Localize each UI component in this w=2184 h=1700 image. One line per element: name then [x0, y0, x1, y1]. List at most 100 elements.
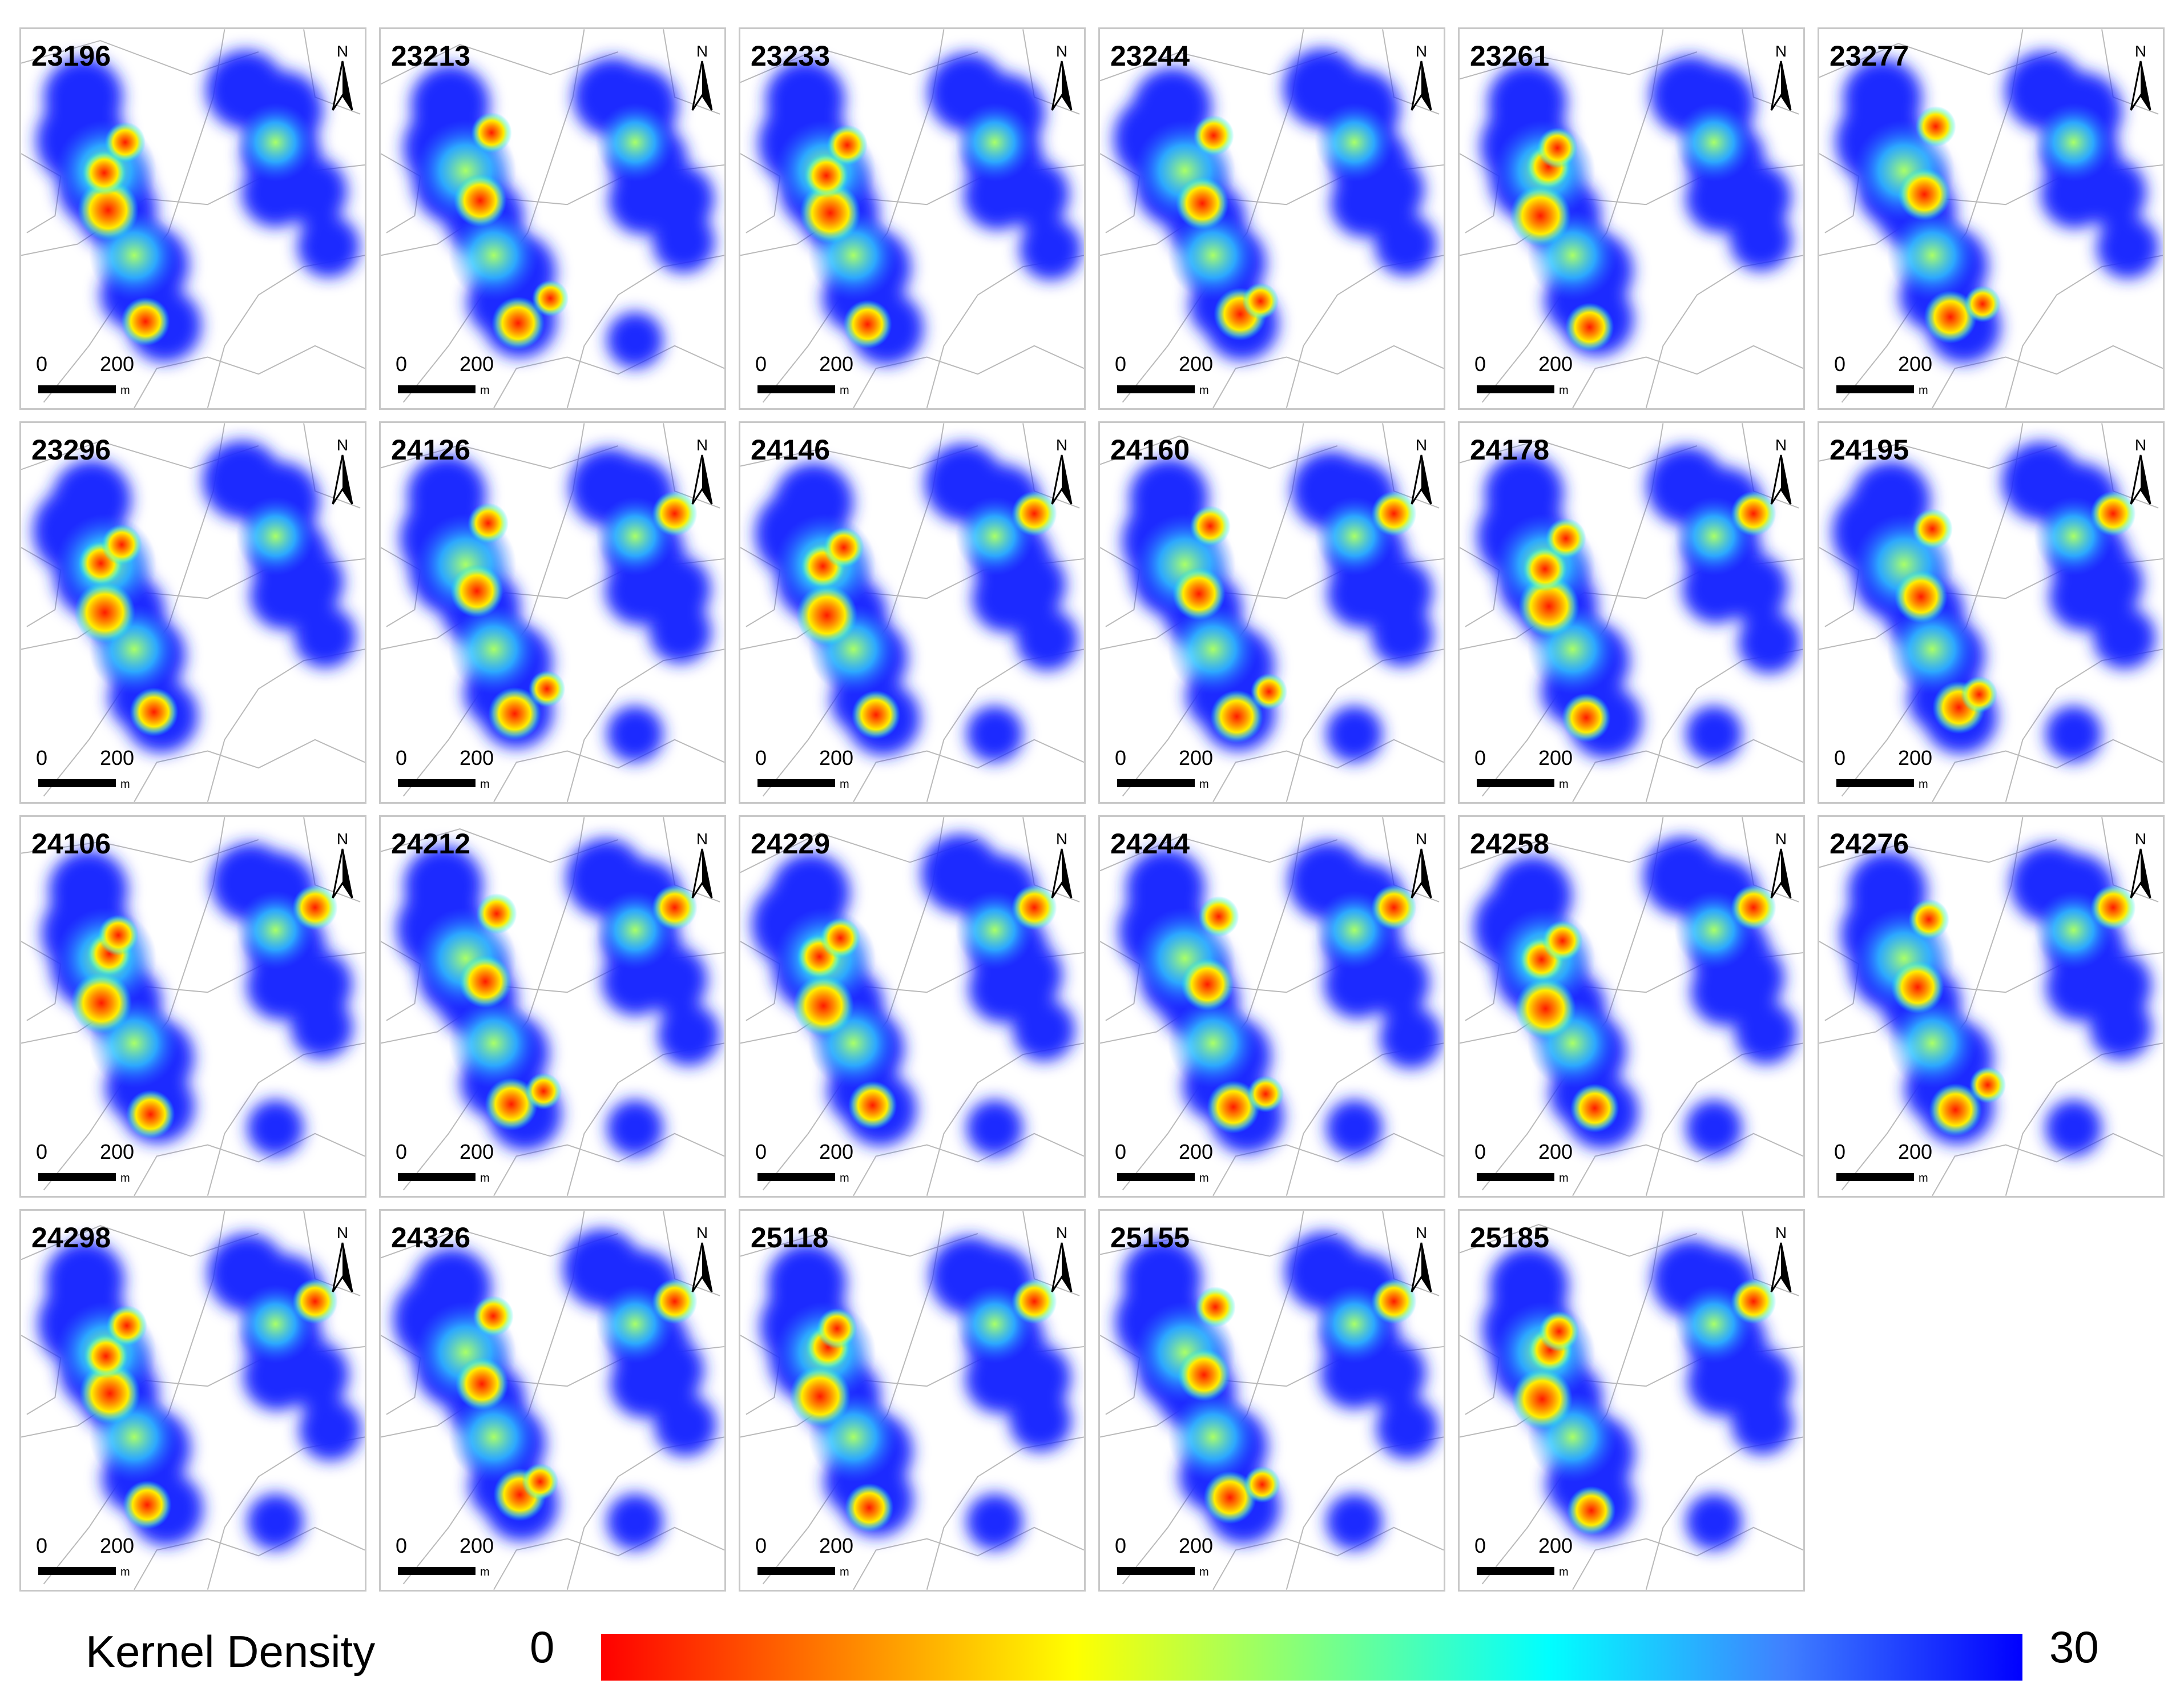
scale-zero: 0: [1834, 1140, 1846, 1163]
density-hotspots: [1894, 491, 2136, 734]
north-label: N: [1056, 42, 1067, 60]
scale-unit: m: [480, 1172, 490, 1185]
north-label: N: [1775, 1224, 1787, 1242]
scale-distance: 200: [100, 352, 135, 376]
kernel-density-map: [1100, 817, 1444, 1196]
scale-distance: 200: [1179, 1534, 1214, 1557]
north-label: N: [1416, 436, 1427, 454]
north-label: N: [1416, 42, 1427, 60]
north-label: N: [337, 42, 348, 60]
scale-zero: 0: [36, 1140, 48, 1163]
scale-zero: 0: [396, 352, 408, 376]
scale-bar-line: [757, 385, 835, 393]
scale-zero: 0: [1474, 1534, 1486, 1557]
scale-unit: m: [1559, 384, 1569, 397]
scale-bar: 0 200 m: [752, 1534, 866, 1585]
scale-distance: 200: [1898, 1140, 1933, 1163]
north-arrow-icon: N: [2130, 436, 2151, 505]
north-label: N: [696, 1224, 708, 1242]
panel-title: 24212: [391, 828, 471, 860]
map-panel: 24178 N 0 200 m: [1458, 421, 1805, 804]
kernel-density-map: [21, 1211, 365, 1590]
density-hotspots: [1891, 885, 2136, 1137]
map-panel: 23244 N 0 200 m: [1098, 27, 1445, 410]
density-hotspots: [1897, 106, 2001, 344]
density-hotspots: [1510, 127, 1614, 352]
density-hotspots: [71, 885, 338, 1139]
north-label: N: [696, 436, 708, 454]
panel-title: 23244: [1110, 40, 1190, 72]
panel-title: 24126: [391, 434, 471, 466]
map-panel: 24106 N 0 200 m: [19, 815, 366, 1198]
map-panel: 25155 N 0 200 m: [1098, 1209, 1445, 1592]
scale-unit: m: [1919, 778, 1928, 791]
north-label: N: [1775, 436, 1787, 454]
map-panel: 24195 N 0 200 m: [1818, 421, 2165, 804]
scale-bar: 0 200 m: [33, 746, 147, 797]
panel-title: 25185: [1470, 1222, 1550, 1254]
scale-bar-line: [38, 779, 116, 787]
panel-title: 24229: [751, 828, 831, 860]
kernel-density-map: [1819, 29, 2163, 408]
kernel-density-map: [740, 423, 1084, 802]
north-arrow-icon: N: [1051, 1224, 1073, 1292]
kernel-density-map: [381, 423, 724, 802]
density-hotspots: [1512, 1279, 1776, 1535]
panel-title: 25118: [751, 1222, 829, 1254]
scale-bar: 0 200 m: [752, 746, 866, 797]
north-label: N: [696, 830, 708, 848]
map-panel: 24126 N 0 200 m: [379, 421, 726, 804]
panel-title: 23277: [1830, 40, 1909, 72]
scale-unit: m: [480, 384, 490, 397]
scale-unit: m: [1559, 1566, 1569, 1578]
scale-bar: 0 200 m: [33, 352, 147, 404]
legend-color-ramp: [601, 1634, 2022, 1681]
density-hotspots: [453, 112, 569, 350]
scale-unit: m: [1919, 384, 1928, 397]
scale-bar: 0 200 m: [1111, 1140, 1226, 1191]
scale-zero: 0: [755, 352, 767, 376]
scale-zero: 0: [755, 1534, 767, 1557]
scale-bar-line: [757, 1173, 835, 1181]
north-arrow-icon: N: [1770, 1224, 1792, 1292]
north-arrow-icon: N: [332, 830, 353, 899]
density-hotspots: [78, 122, 170, 346]
scale-zero: 0: [1474, 352, 1486, 376]
scale-bar-line: [757, 1567, 835, 1575]
legend-max-value: 30: [2049, 1622, 2099, 1672]
scale-bar-line: [757, 779, 835, 787]
kernel-density-map: [740, 1211, 1084, 1590]
scale-zero: 0: [36, 1534, 48, 1557]
scale-bar: 0 200 m: [1111, 352, 1226, 404]
map-panel: 24298 N 0 200 m: [19, 1209, 366, 1592]
scale-bar-line: [398, 1567, 476, 1575]
scale-distance: 200: [1179, 352, 1214, 376]
scale-bar-line: [38, 1567, 116, 1575]
scale-bar: 0 200 m: [1471, 1140, 1585, 1191]
scale-bar: 0 200 m: [1111, 1534, 1226, 1585]
scale-unit: m: [1199, 1566, 1209, 1578]
scale-bar-line: [1477, 1567, 1554, 1575]
scale-distance: 200: [819, 352, 854, 376]
north-arrow-icon: N: [1411, 830, 1432, 899]
scale-bar: 0 200 m: [1471, 1534, 1585, 1585]
kernel-density-map: [1100, 423, 1444, 802]
scale-zero: 0: [36, 746, 48, 770]
north-label: N: [337, 1224, 348, 1242]
north-arrow-icon: N: [332, 1224, 353, 1292]
density-hotspots: [1180, 885, 1417, 1134]
scale-distance: 200: [819, 1534, 854, 1557]
kernel-density-map: [1819, 423, 2163, 802]
panel-title: 23296: [31, 434, 111, 466]
north-arrow-icon: N: [691, 436, 713, 505]
map-panel: 24258 N 0 200 m: [1458, 815, 1805, 1198]
scale-unit: m: [1199, 1172, 1209, 1185]
north-arrow-icon: N: [1051, 42, 1073, 111]
scale-bar: 0 200 m: [1111, 746, 1226, 797]
north-arrow-icon: N: [1770, 42, 1792, 111]
north-label: N: [337, 830, 348, 848]
scale-bar: 0 200 m: [33, 1140, 147, 1191]
scale-zero: 0: [1834, 746, 1846, 770]
scale-zero: 0: [1474, 746, 1486, 770]
scale-distance: 200: [460, 1534, 494, 1557]
